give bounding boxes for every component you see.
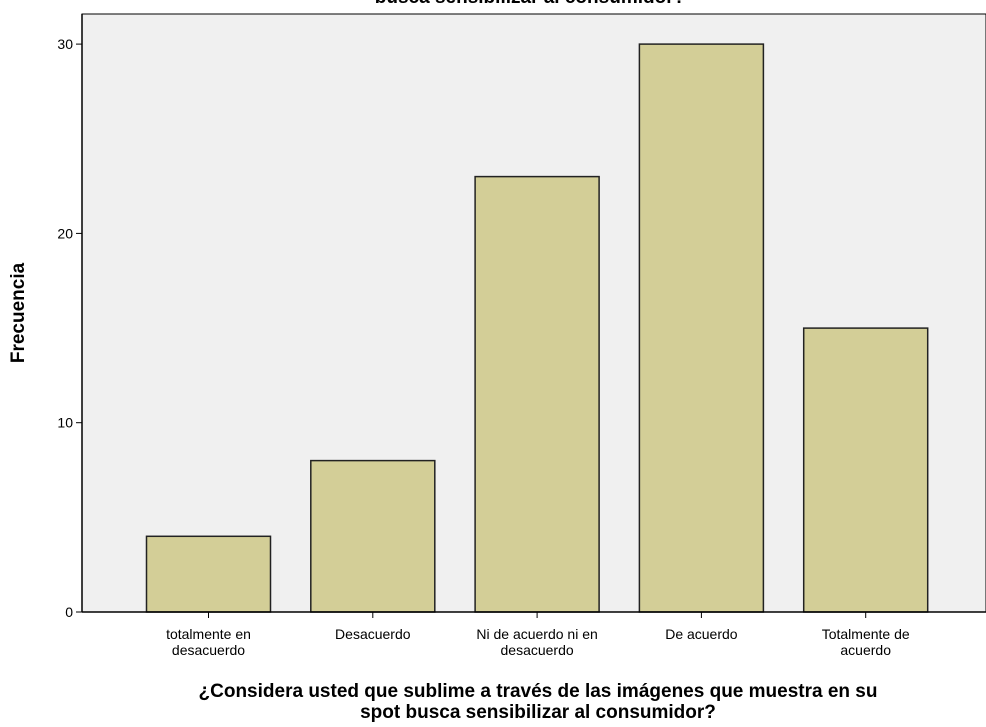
x-axis-label: ¿Considera usted que sublime a través de… bbox=[199, 681, 878, 723]
x-tick-label: De acuerdo bbox=[665, 626, 738, 642]
y-tick-label: 30 bbox=[57, 36, 73, 52]
bar-series bbox=[145, 43, 929, 613]
x-tick-label: Ni de acuerdo ni en desacuerdo bbox=[476, 626, 597, 658]
y-tick-label: 10 bbox=[57, 415, 73, 431]
bar bbox=[638, 43, 765, 613]
x-tick-label: Desacuerdo bbox=[335, 626, 411, 642]
x-tick-label: totalmente en desacuerdo bbox=[166, 626, 251, 658]
x-axis-ticks: totalmente en desacuerdo Desacuerdo Ni de a… bbox=[166, 612, 910, 658]
chart-title: busca sensibilizar al consumidor? bbox=[375, 0, 685, 8]
bar bbox=[310, 459, 436, 613]
bar bbox=[474, 175, 600, 613]
y-tick-label: 0 bbox=[65, 604, 73, 620]
bar bbox=[145, 535, 272, 613]
y-axis-label: Frecuencia bbox=[8, 262, 29, 363]
bar bbox=[802, 327, 929, 613]
y-tick-label: 20 bbox=[57, 225, 73, 241]
y-axis-ticks: 0 10 20 30 bbox=[57, 36, 82, 620]
x-tick-label: Totalmente de acuerdo bbox=[822, 626, 910, 658]
